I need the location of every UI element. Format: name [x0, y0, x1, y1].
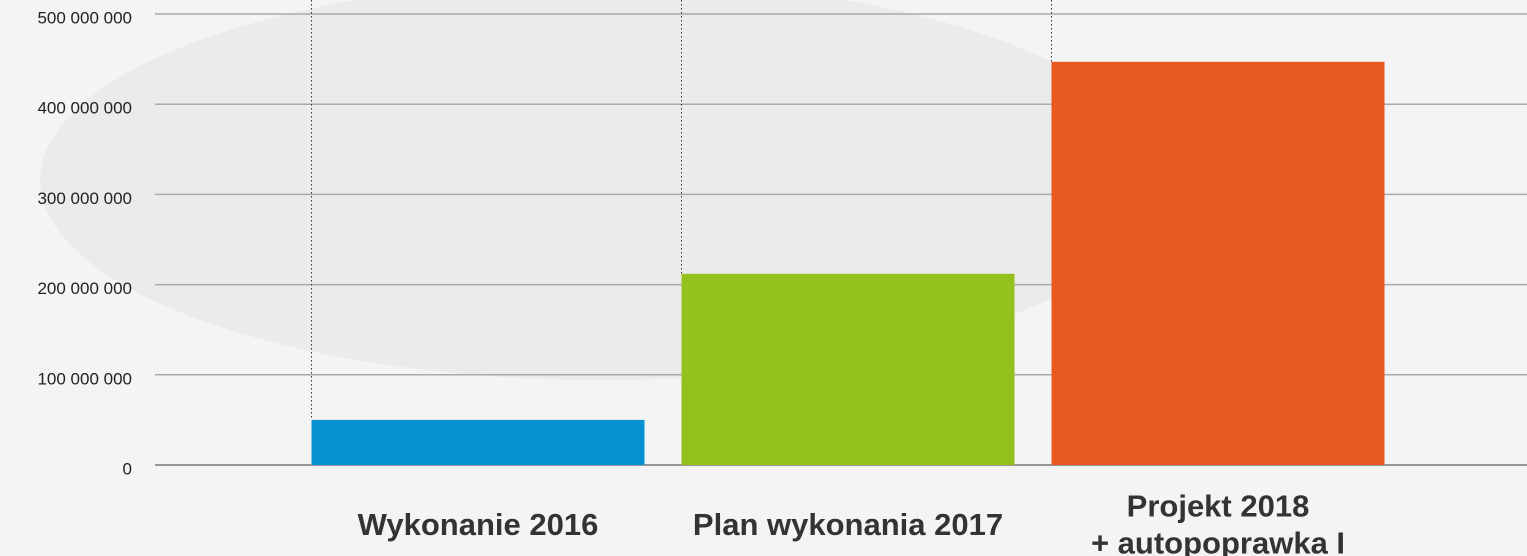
x-tick-label: Projekt 2018+ autopoprawka I: [1091, 489, 1345, 556]
text-line: Projekt 2018: [1127, 489, 1310, 524]
chart: 0 100 000 000 200 000 000 300 000 000 400 00…: [0, 0, 1527, 556]
y-tick-label: 400 000 000: [37, 99, 132, 118]
y-tick-label: 200 000 000: [37, 279, 132, 298]
x-tick-label: Wykonanie 2016: [358, 507, 599, 542]
bar: [682, 274, 1015, 465]
y-tick-label: 100 000 000: [37, 369, 132, 388]
bar: [1052, 62, 1385, 465]
y-tick-label: 500 000 000: [37, 8, 132, 27]
y-tick-label: 0: [123, 459, 132, 478]
text-line: + autopoprawka I: [1091, 526, 1345, 556]
x-tick-label: Plan wykonania 2017: [693, 507, 1003, 542]
bar: [312, 420, 645, 465]
y-tick-label: 300 000 000: [37, 189, 132, 208]
